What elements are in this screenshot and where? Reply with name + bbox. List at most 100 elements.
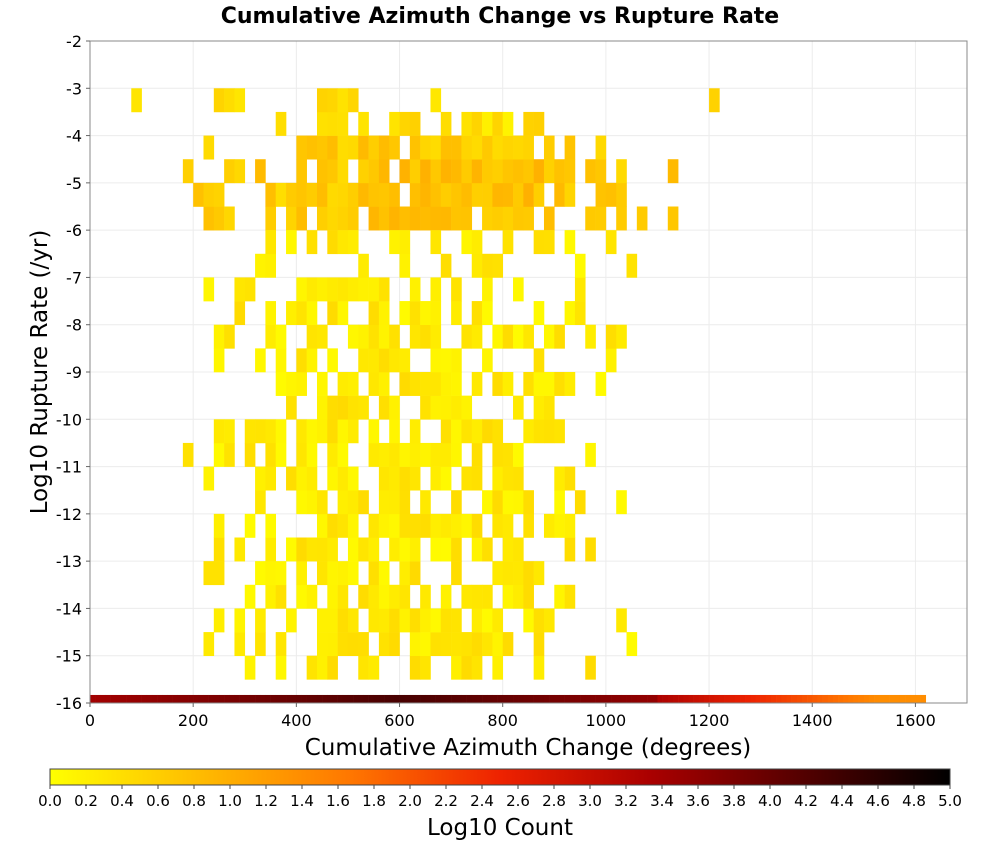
heatmap-cell-512: [399, 253, 411, 278]
heatmap-cell-670: [786, 694, 792, 703]
heatmap-cell-592: [384, 694, 390, 703]
heatmap-cell-477: [327, 301, 338, 326]
heatmap-cell-286: [399, 513, 411, 538]
heatmap-cell-316: [523, 490, 534, 515]
heatmap-cell-507: [513, 277, 524, 302]
heatmap-cell-582: [332, 694, 338, 703]
heatmap-cell-327: [337, 466, 349, 491]
heatmap-cell-496: [316, 277, 328, 302]
heatmap-cell-553: [182, 694, 189, 703]
heatmap-cell-340: [554, 466, 565, 491]
heatmap-cell-75: [378, 159, 390, 184]
heatmap-cell-231: [554, 584, 565, 609]
heatmap-cell-463: [492, 324, 504, 349]
heatmap-cell-138: [533, 111, 545, 136]
heatmap-cell-206: [492, 608, 504, 633]
heatmap-cell-104: [358, 135, 369, 160]
heatmap-cell-450: [275, 324, 287, 349]
heatmap-cell-358: [430, 442, 442, 467]
heatmap-cell-92: [564, 159, 576, 184]
heatmap-cell-689: [884, 694, 890, 703]
heatmap-cell-541: [120, 694, 127, 703]
heatmap-cell-60: [554, 182, 565, 207]
heatmap-cell-384: [471, 419, 483, 444]
heatmap-cell-593: [389, 694, 395, 703]
heatmap-cell-118: [513, 135, 524, 160]
heatmap-cell-165: [234, 632, 246, 657]
heatmap-cell-168: [316, 632, 328, 657]
heatmap-cell-228: [502, 584, 514, 609]
colorbar-ticks: 0.0 0.2 0.4 0.6 0.8 1.0 1.2 1.4 1.6 1.8 2.0 2.2 2.4 2…: [38, 785, 962, 810]
heatmap-cell-83: [471, 159, 483, 184]
heatmap-cell-468: [554, 324, 565, 349]
heatmap-cell-143: [316, 88, 328, 113]
heatmap-cell-556: [198, 694, 204, 703]
heatmap-cell-265: [399, 537, 411, 562]
y-tick-label: -5: [66, 174, 82, 193]
heatmap-cell-426: [543, 372, 555, 396]
heatmap-cell-410: [316, 372, 328, 396]
heatmap-cell-103: [347, 135, 359, 160]
heatmap-cell-345: [244, 442, 256, 467]
heatmap-cell-47: [409, 182, 421, 207]
heatmap-cell-441: [430, 348, 442, 373]
heatmap-cell-301: [296, 490, 307, 515]
heatmap-cell-543: [131, 694, 137, 703]
heatmap-cell-64: [616, 182, 627, 207]
heatmap-cell-354: [389, 442, 400, 467]
heatmap-cell-379: [389, 419, 400, 444]
x-tick-label: 600: [384, 711, 415, 730]
heatmap-cell-300: [255, 490, 266, 515]
heatmap-cell-24: [523, 206, 534, 231]
heatmap-cell-481: [399, 301, 411, 326]
heatmap-cell-29: [636, 206, 648, 231]
heatmap-cell-167: [275, 632, 287, 657]
heatmap-cell-280: [327, 513, 338, 538]
heatmap-cell-574: [291, 694, 297, 703]
heatmap-cell-31: [193, 182, 204, 207]
heatmap-cell-87: [513, 159, 524, 184]
heatmap-cell-530: [502, 230, 514, 255]
heatmap-cell-71: [327, 159, 338, 184]
heatmap-cell-695: [915, 694, 921, 703]
heatmap-cell-449: [265, 324, 277, 349]
heatmap-cell-474: [286, 301, 297, 326]
heatmap-cell-397: [378, 395, 390, 420]
y-tick-label: -6: [66, 221, 82, 240]
heatmap-cell-22: [502, 206, 514, 231]
heatmap-cell-626: [559, 694, 565, 703]
heatmap-cell-342: [182, 442, 194, 467]
heatmap-cell-95: [616, 159, 627, 184]
heatmap-cell-108: [409, 135, 421, 160]
heatmap-cell-380: [409, 419, 421, 444]
heatmap-cell-293: [471, 513, 483, 538]
heatmap-cell-630: [580, 694, 586, 703]
heatmap-cell-442: [440, 348, 452, 373]
heatmap-cell-583: [337, 694, 344, 703]
heatmap-cell-332: [409, 466, 421, 491]
heatmap-cell-100: [316, 135, 328, 160]
heatmap-cell-252: [533, 561, 545, 586]
heatmap-cell-72: [337, 159, 349, 184]
heatmap-cell-134: [482, 111, 493, 136]
heatmap-cell-537: [100, 694, 106, 703]
heatmap-cell-78: [420, 159, 431, 184]
heatmap-cell-567: [255, 694, 261, 703]
heatmap-cell-361: [471, 442, 483, 467]
heatmap-cell-393: [327, 395, 338, 420]
heatmap-cell-460: [430, 324, 442, 349]
heatmap-cell-381: [440, 419, 452, 444]
y-tick-label: -9: [66, 363, 82, 382]
heatmap-cell-49: [430, 182, 442, 207]
heatmap-cell-77: [409, 159, 421, 184]
heatmap-cell-631: [585, 694, 591, 703]
heatmap-cell-506: [482, 277, 493, 302]
heatmap-cell-343: [213, 442, 225, 467]
heatmap-cell-162: [533, 655, 545, 680]
heatmap-cell-528: [461, 230, 473, 255]
heatmap-cell-387: [523, 419, 534, 444]
heatmap-cell-6: [316, 206, 328, 231]
heatmap-cell-40: [327, 182, 338, 207]
y-tick-label: -13: [56, 552, 82, 571]
heatmap-cell-207: [523, 608, 534, 633]
